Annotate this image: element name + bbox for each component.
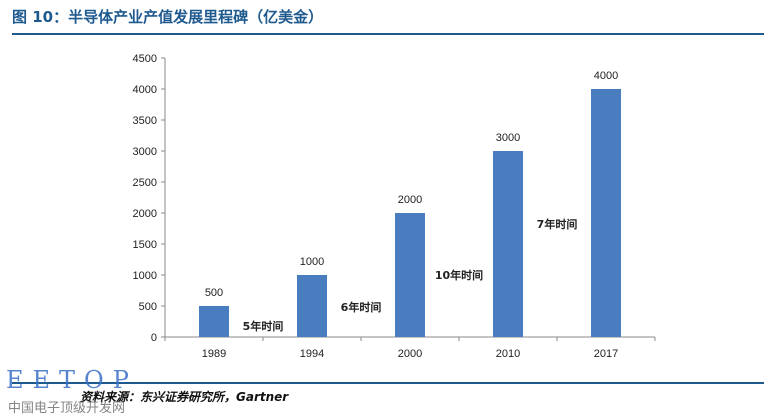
footer-divider <box>12 382 764 384</box>
bar <box>297 275 327 337</box>
source-note: 资料来源：东兴证券研究所，Gartner <box>80 390 289 404</box>
y-axis: 0 500 1000 1500 2000 2500 3000 3500 4000 4500 <box>133 53 166 344</box>
y-tick-label: 2000 <box>133 208 157 220</box>
bar <box>591 89 621 337</box>
x-tick-label: 2010 <box>496 348 520 360</box>
y-tick-label: 4000 <box>133 84 157 96</box>
x-tick-label: 2017 <box>594 348 618 360</box>
watermark-subtitle: 中国电子顶级开发网 <box>8 401 126 416</box>
y-tick-label: 1000 <box>133 270 157 282</box>
data-label: 1000 <box>300 256 324 268</box>
y-tick-label: 0 <box>151 332 157 344</box>
interval-annotation: 7年时间 <box>537 217 578 231</box>
title-divider <box>12 33 764 35</box>
figure-title: 图 10：半导体产业产值发展里程碑（亿美金） <box>12 8 324 26</box>
x-tick-label: 1994 <box>300 348 324 360</box>
data-label: 2000 <box>398 194 422 206</box>
watermark-logo: EETOP <box>6 366 138 394</box>
y-tick-label: 4500 <box>133 53 157 65</box>
y-tick-label: 500 <box>139 301 157 313</box>
interval-annotation: 6年时间 <box>341 300 382 314</box>
interval-annotation: 5年时间 <box>243 319 284 333</box>
x-axis: 1989 1994 2000 2010 2017 <box>164 336 656 360</box>
bar <box>493 151 523 337</box>
bar-chart: 0 500 1000 1500 2000 2500 3000 3500 4000 4500 198… <box>133 53 656 360</box>
data-label: 500 <box>205 287 223 299</box>
data-label: 4000 <box>594 70 618 82</box>
data-label: 3000 <box>496 132 520 144</box>
y-tick-label: 1500 <box>133 239 157 251</box>
bar <box>395 213 425 337</box>
interval-annotation: 10年时间 <box>435 268 483 282</box>
y-tick-label: 3500 <box>133 115 157 127</box>
y-tick-label: 3000 <box>133 146 157 158</box>
x-tick-label: 1989 <box>202 348 226 360</box>
x-tick-label: 2000 <box>398 348 422 360</box>
bar <box>199 306 229 337</box>
annotations: 5年时间 6年时间 10年时间 7年时间 <box>243 217 578 333</box>
y-tick-label: 2500 <box>133 177 157 189</box>
bar-series: 500 1000 2000 3000 4000 <box>199 70 621 337</box>
